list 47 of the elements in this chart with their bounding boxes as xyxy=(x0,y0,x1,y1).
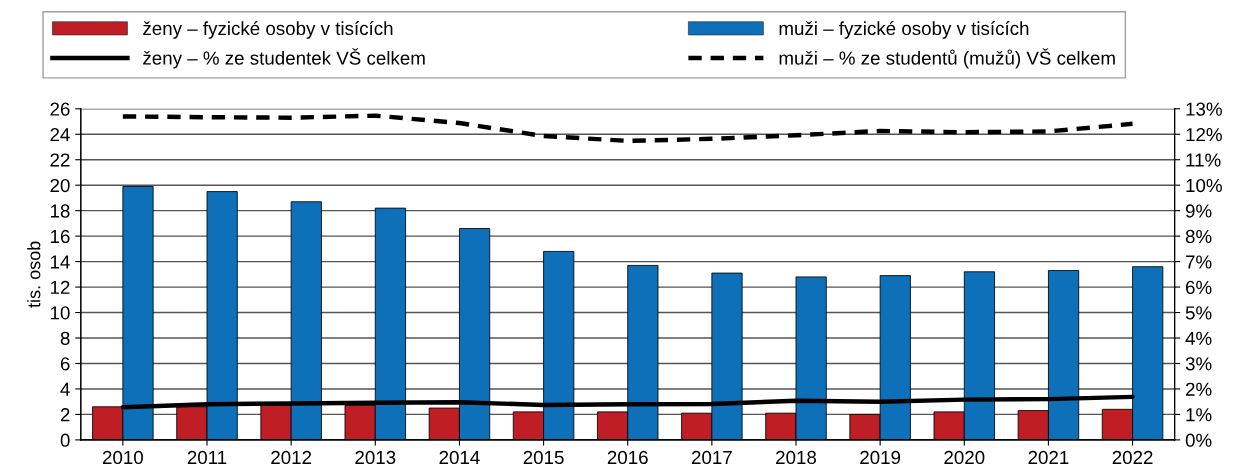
y-tick-label: 18 xyxy=(50,204,70,218)
y-tick-label: 20 xyxy=(50,178,70,193)
y-tick-label: 2 xyxy=(60,408,70,422)
x-tick-label: 2022 xyxy=(1112,450,1153,465)
y2-tick-label: 8% xyxy=(1185,229,1212,244)
legend-label: muži – % ze studentů (mužů) VŠ celkem xyxy=(779,48,1115,69)
x-tick-label: 2015 xyxy=(523,450,564,465)
y2-tick-label: 3% xyxy=(1185,357,1212,371)
y-tick-label: 6 xyxy=(60,357,70,371)
y2-tick-label: 5% xyxy=(1185,306,1212,320)
y2-tick-label: 11% xyxy=(1186,153,1221,167)
y2-tick-label: 4% xyxy=(1185,331,1212,345)
x-tick-label: 2018 xyxy=(776,450,817,465)
x-tick-label: 2016 xyxy=(607,450,648,465)
x-tick-label: 2019 xyxy=(860,450,901,465)
y2-tick-label: 6% xyxy=(1186,280,1212,295)
x-tick-label: 2020 xyxy=(944,450,985,465)
x-tick-label: 2011 xyxy=(187,450,227,465)
y2-tick-label: 12% xyxy=(1186,127,1222,142)
y-axis-title: tis. osob xyxy=(27,241,41,308)
legend-label: ženy – % ze studentek VŠ celkem xyxy=(143,48,425,69)
y2-tick-label: 2% xyxy=(1185,382,1212,396)
y-tick-label: 22 xyxy=(50,153,70,167)
x-tick-label: 2010 xyxy=(102,450,143,465)
y2-tick-label: 7% xyxy=(1186,255,1212,269)
y-tick-label: 0 xyxy=(60,433,70,447)
y2-tick-label: 10% xyxy=(1186,178,1222,193)
y2-tick-label: 1% xyxy=(1186,408,1212,422)
x-tick-label: 2014 xyxy=(439,450,480,465)
y-tick-label: 16 xyxy=(50,229,70,244)
x-tick-label: 2021 xyxy=(1028,450,1069,465)
y2-tick-label: 0% xyxy=(1185,433,1212,447)
y-tick-label: 26 xyxy=(50,102,70,116)
x-tick-label: 2012 xyxy=(271,450,312,465)
y-tick-label: 24 xyxy=(50,127,70,142)
y-tick-label: 4 xyxy=(60,382,70,396)
legend-label: ženy – fyzické osoby v tisících xyxy=(143,21,393,39)
y-tick-label: 14 xyxy=(50,255,70,269)
y-tick-label: 8 xyxy=(60,331,70,345)
y2-tick-label: 13% xyxy=(1186,102,1222,116)
y-tick-label: 10 xyxy=(50,306,70,320)
y2-tick-label: 9% xyxy=(1185,204,1212,218)
legend-label: muži – fyzické osoby v tisících xyxy=(779,21,1029,39)
x-tick-label: 2013 xyxy=(355,450,396,465)
line-series xyxy=(120,113,1135,144)
x-tick-label: 2017 xyxy=(691,450,732,465)
y-tick-label: 12 xyxy=(50,280,70,294)
